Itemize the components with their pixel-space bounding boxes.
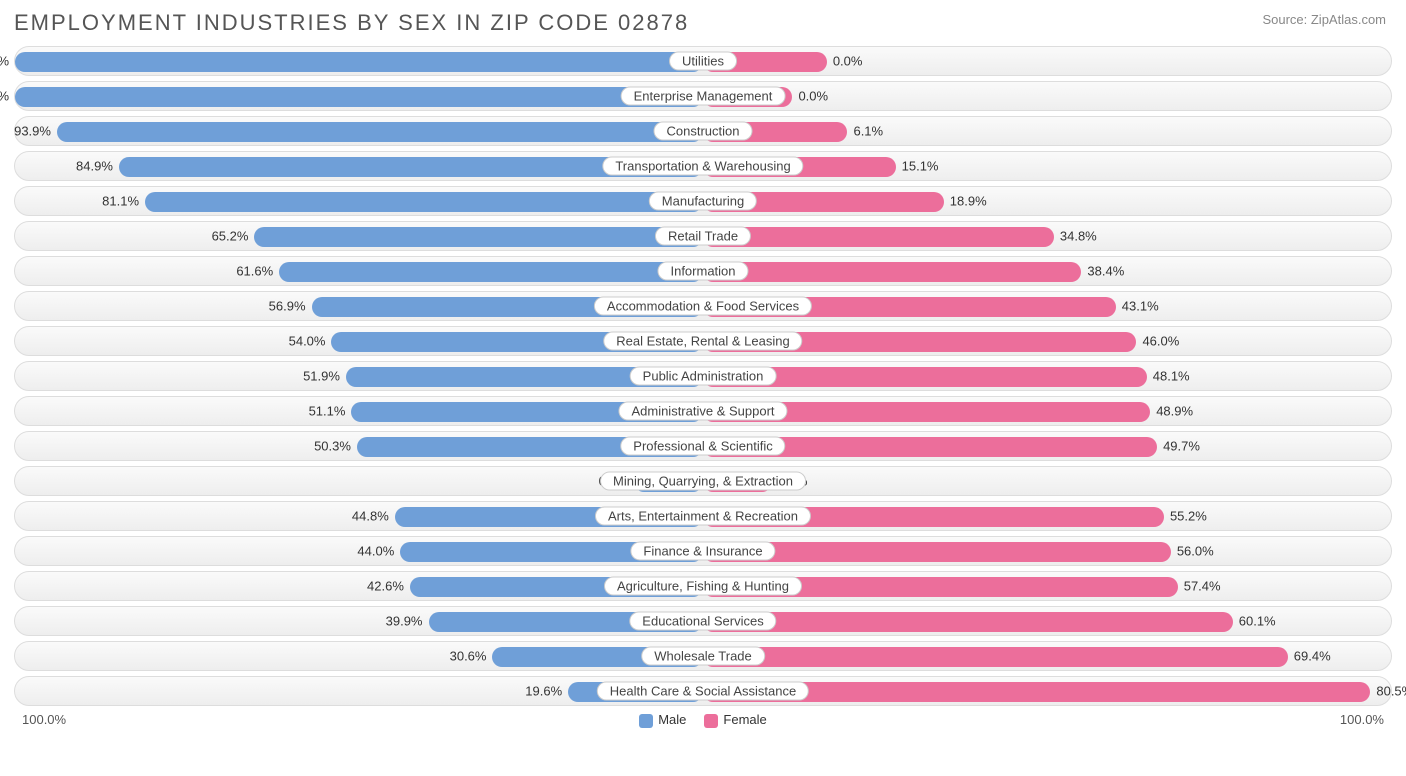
female-value-label: 43.1% — [1122, 299, 1159, 314]
female-value-label: 34.8% — [1060, 229, 1097, 244]
male-value-label: 56.9% — [269, 299, 306, 314]
legend-female: Female — [704, 712, 766, 728]
category-label: Mining, Quarrying, & Extraction — [600, 472, 806, 491]
male-value-label: 44.8% — [352, 509, 389, 524]
bar-row: 50.3% 49.7% Professional & Scientific — [14, 431, 1392, 461]
female-value-label: 0.0% — [833, 54, 863, 69]
male-bar — [15, 87, 703, 107]
male-bar — [279, 262, 703, 282]
chart-title: EMPLOYMENT INDUSTRIES BY SEX IN ZIP CODE… — [14, 10, 1392, 36]
female-value-label: 15.1% — [902, 159, 939, 174]
male-value-label: 51.1% — [309, 404, 346, 419]
bar-row: 39.9% 60.1% Educational Services — [14, 606, 1392, 636]
male-value-label: 84.9% — [76, 159, 113, 174]
bar-row: 0.0%0.0%Mining, Quarrying, & Extraction — [14, 466, 1392, 496]
category-label: Real Estate, Rental & Leasing — [603, 332, 802, 351]
category-label: Professional & Scientific — [620, 437, 785, 456]
category-label: Transportation & Warehousing — [602, 157, 803, 176]
bar-row: 19.6%80.5%Health Care & Social Assistanc… — [14, 676, 1392, 706]
bar-row: 56.9% 43.1% Accommodation & Food Services — [14, 291, 1392, 321]
male-value-label: 19.6% — [525, 684, 562, 699]
female-value-label: 0.0% — [798, 89, 828, 104]
bar-row: 51.9% 48.1% Public Administration — [14, 361, 1392, 391]
female-value-label: 56.0% — [1177, 544, 1214, 559]
category-label: Public Administration — [630, 367, 777, 386]
category-label: Retail Trade — [655, 227, 751, 246]
male-value-label: 81.1% — [102, 194, 139, 209]
legend-male: Male — [639, 712, 686, 728]
female-value-label: 46.0% — [1142, 334, 1179, 349]
bar-row: 100.0%0.0%Enterprise Management — [14, 81, 1392, 111]
female-value-label: 49.7% — [1163, 439, 1200, 454]
male-value-label: 39.9% — [386, 614, 423, 629]
bar-row: 65.2% 34.8% Retail Trade — [14, 221, 1392, 251]
bar-row: 44.8% 55.2% Arts, Entertainment & Recreati… — [14, 501, 1392, 531]
bar-row: 93.9% 6.1% Construction — [14, 116, 1392, 146]
female-value-label: 6.1% — [853, 124, 883, 139]
female-value-label: 57.4% — [1184, 579, 1221, 594]
male-bar — [15, 52, 703, 72]
male-value-label: 65.2% — [212, 229, 249, 244]
male-value-label: 42.6% — [367, 579, 404, 594]
chart-rows: 100.0%0.0%Utilities100.0%0.0%Enterprise … — [14, 46, 1392, 706]
legend: 100.0% Male Female 100.0% — [14, 706, 1392, 728]
category-label: Administrative & Support — [618, 402, 787, 421]
bar-row: 30.6% 69.4% Wholesale Trade — [14, 641, 1392, 671]
category-label: Utilities — [669, 52, 737, 71]
female-value-label: 55.2% — [1170, 509, 1207, 524]
category-label: Accommodation & Food Services — [594, 297, 812, 316]
female-swatch — [704, 714, 718, 728]
category-label: Agriculture, Fishing & Hunting — [604, 577, 802, 596]
female-value-label: 48.9% — [1156, 404, 1193, 419]
male-value-label: 44.0% — [357, 544, 394, 559]
male-bar — [57, 122, 703, 142]
female-value-label: 18.9% — [950, 194, 987, 209]
category-label: Construction — [654, 122, 753, 141]
category-label: Arts, Entertainment & Recreation — [595, 507, 811, 526]
female-value-label: 80.5% — [1376, 684, 1406, 699]
female-bar — [703, 647, 1288, 667]
category-label: Manufacturing — [649, 192, 757, 211]
female-bar — [703, 227, 1054, 247]
female-value-label: 69.4% — [1294, 649, 1331, 664]
bar-row: 42.6% 57.4% Agriculture, Fishing & Hunting — [14, 571, 1392, 601]
category-label: Health Care & Social Assistance — [597, 682, 809, 701]
male-value-label: 54.0% — [289, 334, 326, 349]
male-value-label: 51.9% — [303, 369, 340, 384]
male-value-label: 50.3% — [314, 439, 351, 454]
category-label: Educational Services — [629, 612, 776, 631]
axis-left-max: 100.0% — [22, 712, 66, 727]
female-value-label: 60.1% — [1239, 614, 1276, 629]
legend-female-label: Female — [723, 712, 766, 727]
category-label: Wholesale Trade — [641, 647, 765, 666]
bar-row: 54.0% 46.0% Real Estate, Rental & Leasing — [14, 326, 1392, 356]
bar-row: 84.9% 15.1% Transportation & Warehousing — [14, 151, 1392, 181]
bar-row: 61.6% 38.4% Information — [14, 256, 1392, 286]
female-value-label: 38.4% — [1087, 264, 1124, 279]
female-bar — [703, 612, 1233, 632]
bar-row: 44.0% 56.0% Finance & Insurance — [14, 536, 1392, 566]
bar-row: 81.1% 18.9% Manufacturing — [14, 186, 1392, 216]
axis-right-max: 100.0% — [1340, 712, 1384, 727]
male-bar — [145, 192, 703, 212]
bar-row: 100.0%0.0%Utilities — [14, 46, 1392, 76]
source-attribution: Source: ZipAtlas.com — [1262, 12, 1386, 27]
male-value-label: 30.6% — [450, 649, 487, 664]
male-bar — [254, 227, 703, 247]
female-bar — [703, 262, 1081, 282]
category-label: Information — [657, 262, 748, 281]
legend-male-label: Male — [658, 712, 686, 727]
male-swatch — [639, 714, 653, 728]
male-value-label: 100.0% — [0, 89, 9, 104]
male-value-label: 61.6% — [236, 264, 273, 279]
male-value-label: 100.0% — [0, 54, 9, 69]
category-label: Enterprise Management — [621, 87, 786, 106]
female-value-label: 48.1% — [1153, 369, 1190, 384]
bar-row: 51.1% 48.9% Administrative & Support — [14, 396, 1392, 426]
male-value-label: 93.9% — [14, 124, 51, 139]
category-label: Finance & Insurance — [630, 542, 775, 561]
